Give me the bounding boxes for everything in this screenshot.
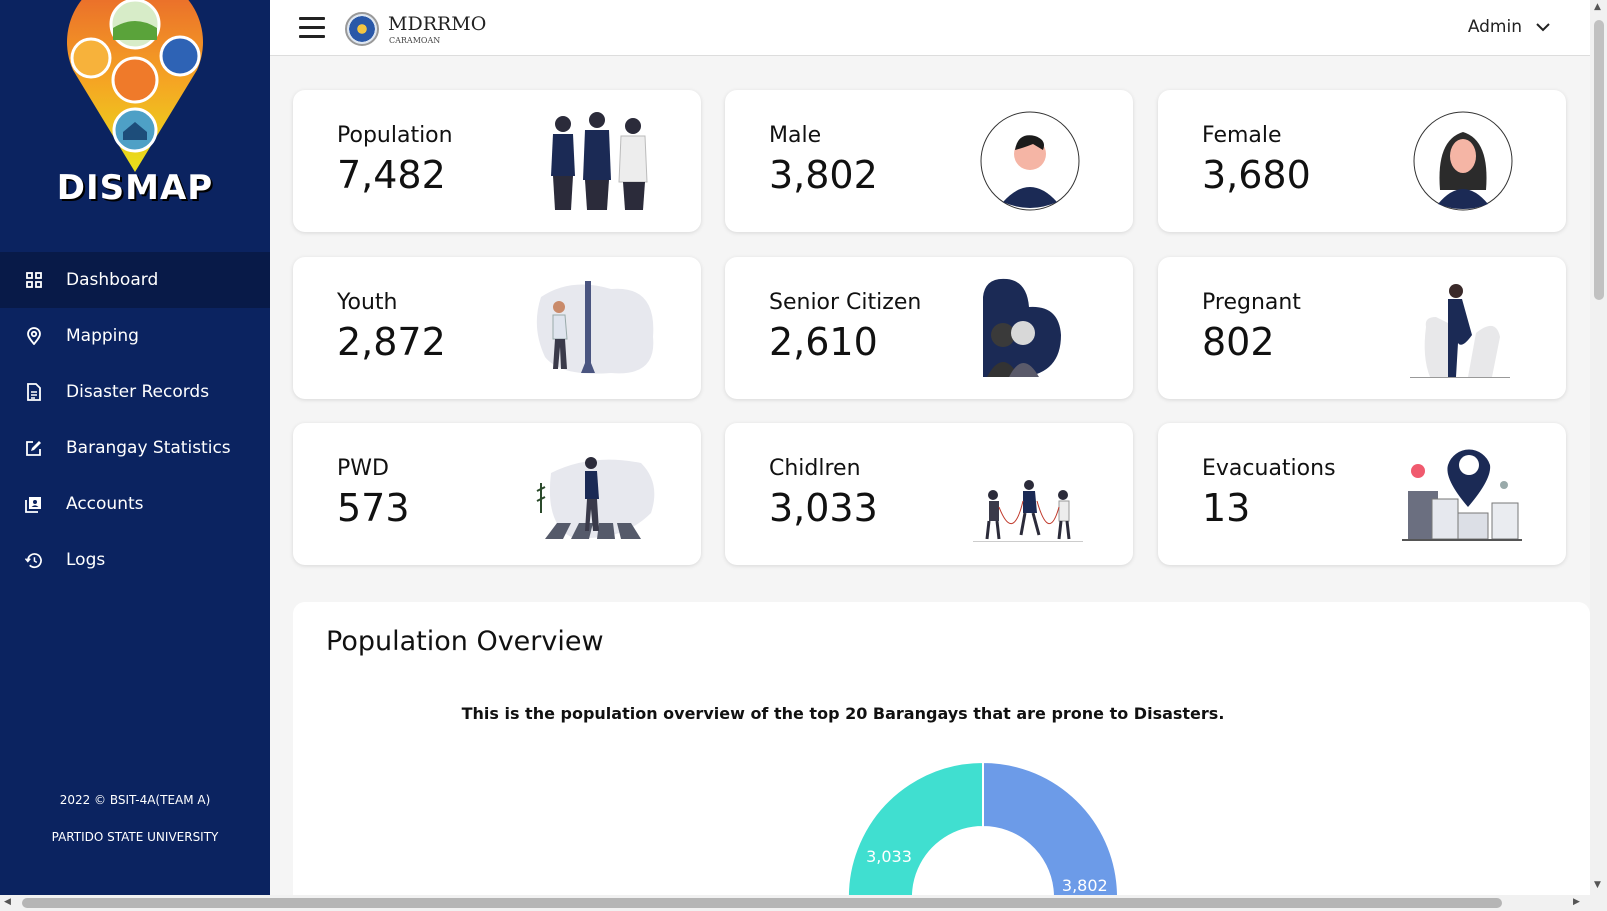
sidebar-item-label: Accounts xyxy=(66,494,144,514)
card-label: Senior Citizen xyxy=(769,290,922,315)
card-label: PWD xyxy=(337,456,389,481)
card-value: 573 xyxy=(337,486,410,530)
horizontal-scrollbar[interactable]: ◀ ▶ xyxy=(0,895,1607,911)
card-value: 7,482 xyxy=(337,153,446,197)
card-value: 3,802 xyxy=(769,153,878,197)
male-avatar-icon xyxy=(980,111,1080,211)
card-value: 3,033 xyxy=(769,486,878,530)
card-value: 3,680 xyxy=(1202,153,1311,197)
brand-name: MDRRMO xyxy=(388,13,487,35)
doughnut-data-label: 3,802 xyxy=(1062,876,1108,895)
stat-card-children[interactable]: Chidlren 3,033 xyxy=(725,423,1133,565)
user-name: Admin xyxy=(1467,17,1522,37)
sidebar-item-barangay-statistics[interactable]: Barangay Statistics xyxy=(0,420,270,476)
sidebar: DISMAP Dashboard Mapping Disaster Record… xyxy=(0,0,270,895)
evacuation-location-icon xyxy=(1402,449,1522,541)
stat-card-male[interactable]: Male 3,802 xyxy=(725,90,1133,232)
stat-card-female[interactable]: Female 3,680 xyxy=(1158,90,1566,232)
sidebar-item-label: Disaster Records xyxy=(66,382,210,402)
sidebar-item-logs[interactable]: Logs xyxy=(0,532,270,588)
stat-card-youth[interactable]: Youth 2,872 xyxy=(293,257,701,399)
stat-card-evacuations[interactable]: Evacuations 13 xyxy=(1158,423,1566,565)
logo-text: DISMAP xyxy=(56,168,214,208)
card-label: Female xyxy=(1202,123,1282,148)
card-label: Pregnant xyxy=(1202,290,1301,315)
card-value: 13 xyxy=(1202,486,1251,530)
scroll-left-icon[interactable]: ◀ xyxy=(4,897,11,907)
overview-subtitle: This is the population overview of the t… xyxy=(461,704,1225,723)
stat-card-senior-citizen[interactable]: Senior Citizen 2,610 xyxy=(725,257,1133,399)
doughnut-slice-male[interactable] xyxy=(982,760,1119,897)
contacts-icon xyxy=(25,496,42,513)
footer-university: PARTIDO STATE UNIVERSITY xyxy=(51,830,219,844)
scroll-right-icon[interactable]: ▶ xyxy=(1573,897,1580,907)
doughnut-svg: 3,8028023,033 xyxy=(847,760,1119,897)
brand-subtitle: CARAMOAN xyxy=(389,36,441,45)
overview-title: Population Overview xyxy=(326,626,604,657)
chevron-down-icon xyxy=(1536,22,1550,31)
vertical-scroll-thumb[interactable] xyxy=(1594,20,1604,300)
card-label: Youth xyxy=(337,290,398,315)
logo-pin-icon xyxy=(67,0,203,172)
senior-citizen-heart-icon xyxy=(983,278,1061,377)
card-value: 2,872 xyxy=(337,320,446,364)
sidebar-item-label: Dashboard xyxy=(66,270,159,290)
stat-card-pregnant[interactable]: Pregnant 802 xyxy=(1158,257,1566,399)
dismap-logo[interactable]: DISMAP xyxy=(55,0,215,215)
people-group-illustration-icon xyxy=(551,112,648,210)
female-avatar-icon xyxy=(1413,111,1513,211)
pwd-crosswalk-icon xyxy=(536,457,655,539)
population-doughnut-chart: 3,8028023,033 xyxy=(833,747,1133,897)
horizontal-scroll-thumb[interactable] xyxy=(22,898,1502,908)
card-label: Chidlren xyxy=(769,456,861,481)
stat-card-pwd[interactable]: PWD 573 xyxy=(293,423,701,565)
sidebar-item-label: Mapping xyxy=(66,326,139,346)
card-value: 802 xyxy=(1202,320,1275,364)
location-pin-icon xyxy=(25,327,42,345)
sidebar-nav: Dashboard Mapping Disaster Records Baran… xyxy=(0,252,270,588)
youth-illustration-icon xyxy=(536,281,654,374)
footer-copyright: 2022 © BSIT-4A(TEAM A) xyxy=(59,793,211,807)
top-header: MDRRMO CARAMOAN Admin xyxy=(270,0,1590,56)
sidebar-item-label: Barangay Statistics xyxy=(66,438,231,458)
user-menu[interactable]: Admin xyxy=(1468,17,1550,37)
pregnant-woman-icon xyxy=(1410,284,1510,378)
mdrrmo-seal-icon xyxy=(345,12,379,46)
sidebar-item-disaster-records[interactable]: Disaster Records xyxy=(0,364,270,420)
sidebar-item-dashboard[interactable]: Dashboard xyxy=(0,252,270,308)
history-icon xyxy=(25,552,42,569)
document-icon xyxy=(25,383,42,401)
card-label: Population xyxy=(337,123,453,148)
sidebar-item-label: Logs xyxy=(66,550,106,570)
edit-icon xyxy=(25,440,42,457)
card-label: Male xyxy=(769,123,822,148)
sidebar-item-mapping[interactable]: Mapping xyxy=(0,308,270,364)
population-overview-panel: Population Overview This is the populati… xyxy=(293,602,1590,902)
doughnut-slice-chidlren[interactable] xyxy=(847,760,984,897)
doughnut-data-label: 3,033 xyxy=(866,847,912,866)
card-label: Evacuations xyxy=(1202,456,1336,481)
scroll-up-icon[interactable]: ▲ xyxy=(1594,2,1601,12)
children-playing-icon xyxy=(973,480,1083,542)
sidebar-item-accounts[interactable]: Accounts xyxy=(0,476,270,532)
card-value: 2,610 xyxy=(769,320,878,364)
scroll-down-icon[interactable]: ▼ xyxy=(1594,880,1601,890)
stat-card-population[interactable]: Population 7,482 xyxy=(293,90,701,232)
grid-icon xyxy=(25,272,42,289)
vertical-scrollbar[interactable]: ▲ ▼ xyxy=(1590,0,1607,895)
hamburger-menu-icon[interactable] xyxy=(299,17,325,39)
